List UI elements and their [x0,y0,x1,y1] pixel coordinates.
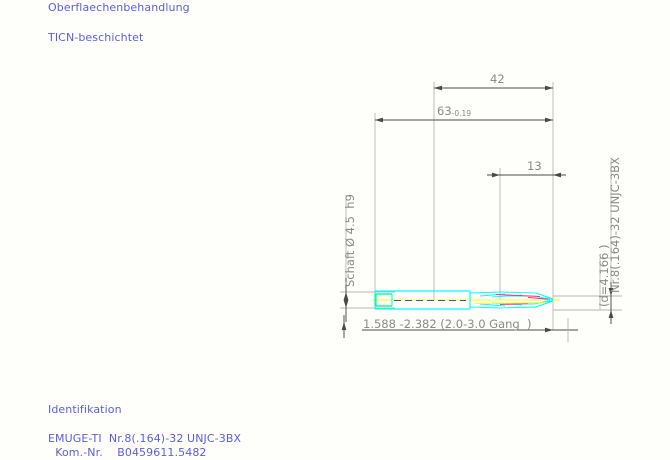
dimension-label-shank-diameter: Schaft Ø 4.5 h9 [343,194,357,287]
tool-thread-axis-aux [473,302,545,305]
dimension-value-63: 63-0.19 [437,104,471,118]
identification-line-1: EMUGE-TI Nr.8(.164)-32 UNJC-3BX [48,432,242,445]
dimension-value-13: 13 [527,159,542,173]
dimension-lines [341,85,614,342]
tool-drive-end [375,293,392,307]
dimension-63-nominal: 63 [437,104,452,118]
extension-lines [340,82,622,330]
surface-treatment-heading: Oberflaechenbehandlung [48,1,190,14]
dimension-label-thread-pitch-diameter: (d=4.166 ) [597,244,611,308]
coating-value: TICN-beschichtet [48,31,144,44]
tool-chamfer-accent [495,293,549,306]
identification-line-2: Kom.-Nr. B0459611.5482 [48,446,207,459]
label-leader-lines [345,160,612,310]
identification-heading: Identifikation [48,403,122,416]
dimension-63-tolerance: -0.19 [451,109,472,119]
tool-profile [372,290,560,310]
dimension-value-42: 42 [490,72,505,86]
dimension-value-pitch-range: 1.588 -2.382 (2.0-3.0 Gang ) [363,317,532,331]
